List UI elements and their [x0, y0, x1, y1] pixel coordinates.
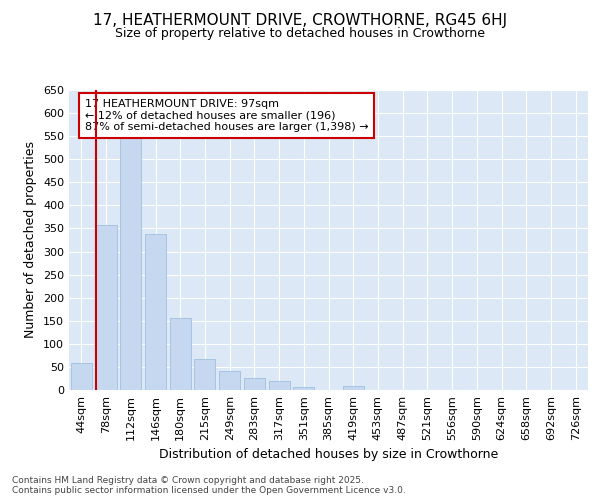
Bar	[244, 378, 265, 390]
Bar	[293, 387, 314, 390]
Bar	[120, 138, 141, 390]
Text: 17 HEATHERMOUNT DRIVE: 97sqm
← 12% of detached houses are smaller (196)
87% of s: 17 HEATHERMOUNT DRIVE: 97sqm ← 12% of de…	[85, 99, 368, 132]
Bar	[170, 318, 191, 390]
Text: Contains HM Land Registry data © Crown copyright and database right 2025.
Contai: Contains HM Land Registry data © Crown c…	[12, 476, 406, 495]
Text: Size of property relative to detached houses in Crowthorne: Size of property relative to detached ho…	[115, 28, 485, 40]
Bar	[343, 386, 364, 390]
Text: 17, HEATHERMOUNT DRIVE, CROWTHORNE, RG45 6HJ: 17, HEATHERMOUNT DRIVE, CROWTHORNE, RG45…	[93, 12, 507, 28]
X-axis label: Distribution of detached houses by size in Crowthorne: Distribution of detached houses by size …	[159, 448, 498, 462]
Bar	[145, 234, 166, 390]
Bar	[71, 363, 92, 390]
Y-axis label: Number of detached properties: Number of detached properties	[25, 142, 37, 338]
Bar	[269, 381, 290, 390]
Bar	[194, 358, 215, 390]
Bar	[219, 371, 240, 390]
Bar	[95, 225, 116, 390]
